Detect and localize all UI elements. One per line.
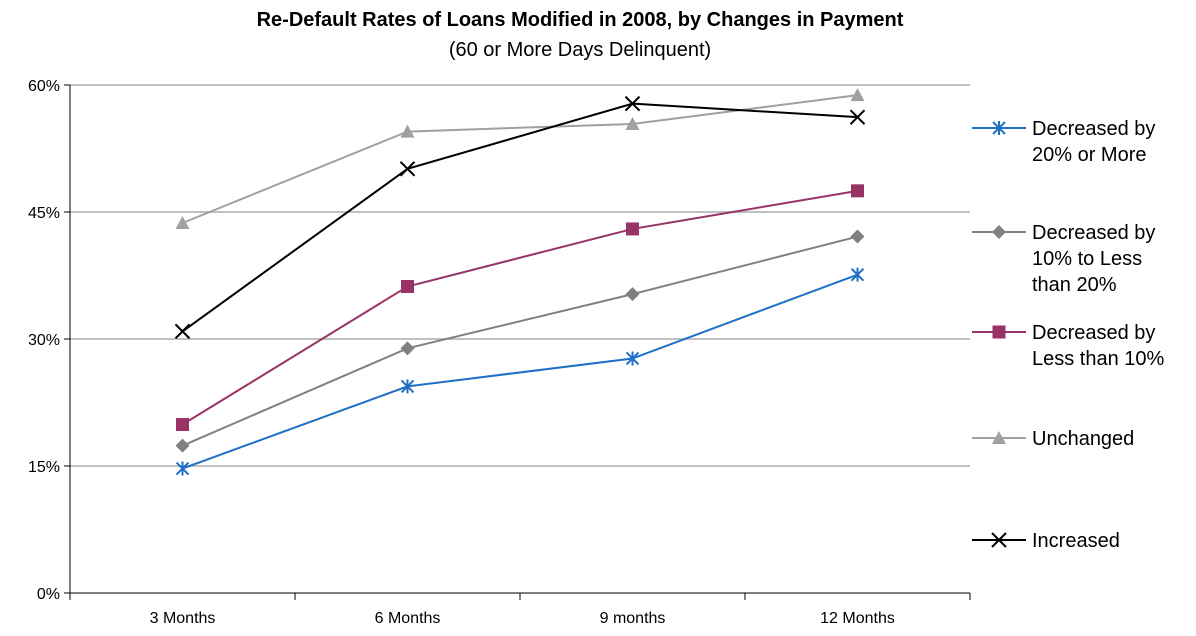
legend-label: 20% or More xyxy=(1032,144,1147,166)
marker-asterisk xyxy=(175,461,190,476)
series-1 xyxy=(175,229,865,453)
marker-diamond xyxy=(850,229,865,244)
legend-label: Decreased by xyxy=(1032,322,1155,344)
y-tick-label: 45% xyxy=(28,205,60,222)
x-tick-label: 9 months xyxy=(600,610,666,627)
marker-square xyxy=(992,325,1006,339)
marker-triangle xyxy=(625,116,640,130)
marker-x xyxy=(991,532,1007,548)
marker-x xyxy=(624,95,641,112)
marker-asterisk xyxy=(625,351,640,366)
series-group xyxy=(174,88,866,476)
marker-asterisk xyxy=(992,121,1006,135)
marker-triangle xyxy=(992,431,1006,444)
series-line xyxy=(182,273,858,470)
marker-diamond xyxy=(175,438,190,453)
legend-entry: Decreased by 10% to Less than 20% xyxy=(972,222,1155,296)
marker-square xyxy=(851,184,864,198)
y-tick-label: 15% xyxy=(28,459,60,476)
gridlines xyxy=(70,84,970,467)
marker-diamond xyxy=(400,341,415,356)
chart-title: Re-Default Rates of Loans Modified in 20… xyxy=(257,9,904,31)
series-line xyxy=(181,189,858,426)
marker-diamond xyxy=(992,225,1006,239)
x-tick-label: 3 Months xyxy=(150,610,216,627)
legend-entry: Increased xyxy=(972,530,1120,552)
legend-label: Decreased by xyxy=(1032,222,1155,244)
legend-label: Less than 10% xyxy=(1032,348,1165,370)
marker-square xyxy=(176,418,189,432)
legend-label: 10% to Less xyxy=(1032,248,1142,270)
series-line xyxy=(182,94,858,224)
marker-square xyxy=(401,280,414,294)
legend: Decreased by 20% or More Decreased by 10% t… xyxy=(972,118,1165,552)
marker-x xyxy=(849,109,866,125)
marker-diamond xyxy=(625,287,640,302)
marker-asterisk xyxy=(850,267,865,282)
marker-triangle xyxy=(850,88,865,102)
marker-triangle xyxy=(400,124,415,138)
series-line xyxy=(181,102,858,333)
series-2 xyxy=(176,184,864,432)
series-4 xyxy=(174,95,866,340)
chart-subtitle: (60 or More Days Delinquent) xyxy=(449,39,711,61)
y-axis-ticks: 0% 15% 30% 45% 60% xyxy=(28,78,70,603)
marker-square xyxy=(626,222,639,236)
legend-entry: Unchanged xyxy=(972,428,1134,450)
legend-entry: Decreased by 20% or More xyxy=(972,118,1155,166)
x-axis-ticks: 3 Months 6 Months 9 months 12 Months xyxy=(69,593,971,627)
marker-x xyxy=(399,161,416,177)
marker-x xyxy=(174,323,191,340)
legend-entry: Decreased by Less than 10% xyxy=(972,322,1165,370)
legend-label: Unchanged xyxy=(1032,428,1134,450)
legend-label: Decreased by xyxy=(1032,118,1155,140)
legend-label: than 20% xyxy=(1032,274,1117,296)
x-tick-label: 12 Months xyxy=(820,610,895,627)
legend-label: Increased xyxy=(1032,530,1120,552)
y-tick-label: 60% xyxy=(28,78,60,95)
y-tick-label: 30% xyxy=(28,332,60,349)
marker-asterisk xyxy=(400,379,415,394)
series-line xyxy=(182,235,858,447)
marker-triangle xyxy=(175,216,190,230)
x-tick-label: 6 Months xyxy=(375,610,441,627)
y-tick-label: 0% xyxy=(37,586,60,603)
series-0 xyxy=(175,267,865,476)
